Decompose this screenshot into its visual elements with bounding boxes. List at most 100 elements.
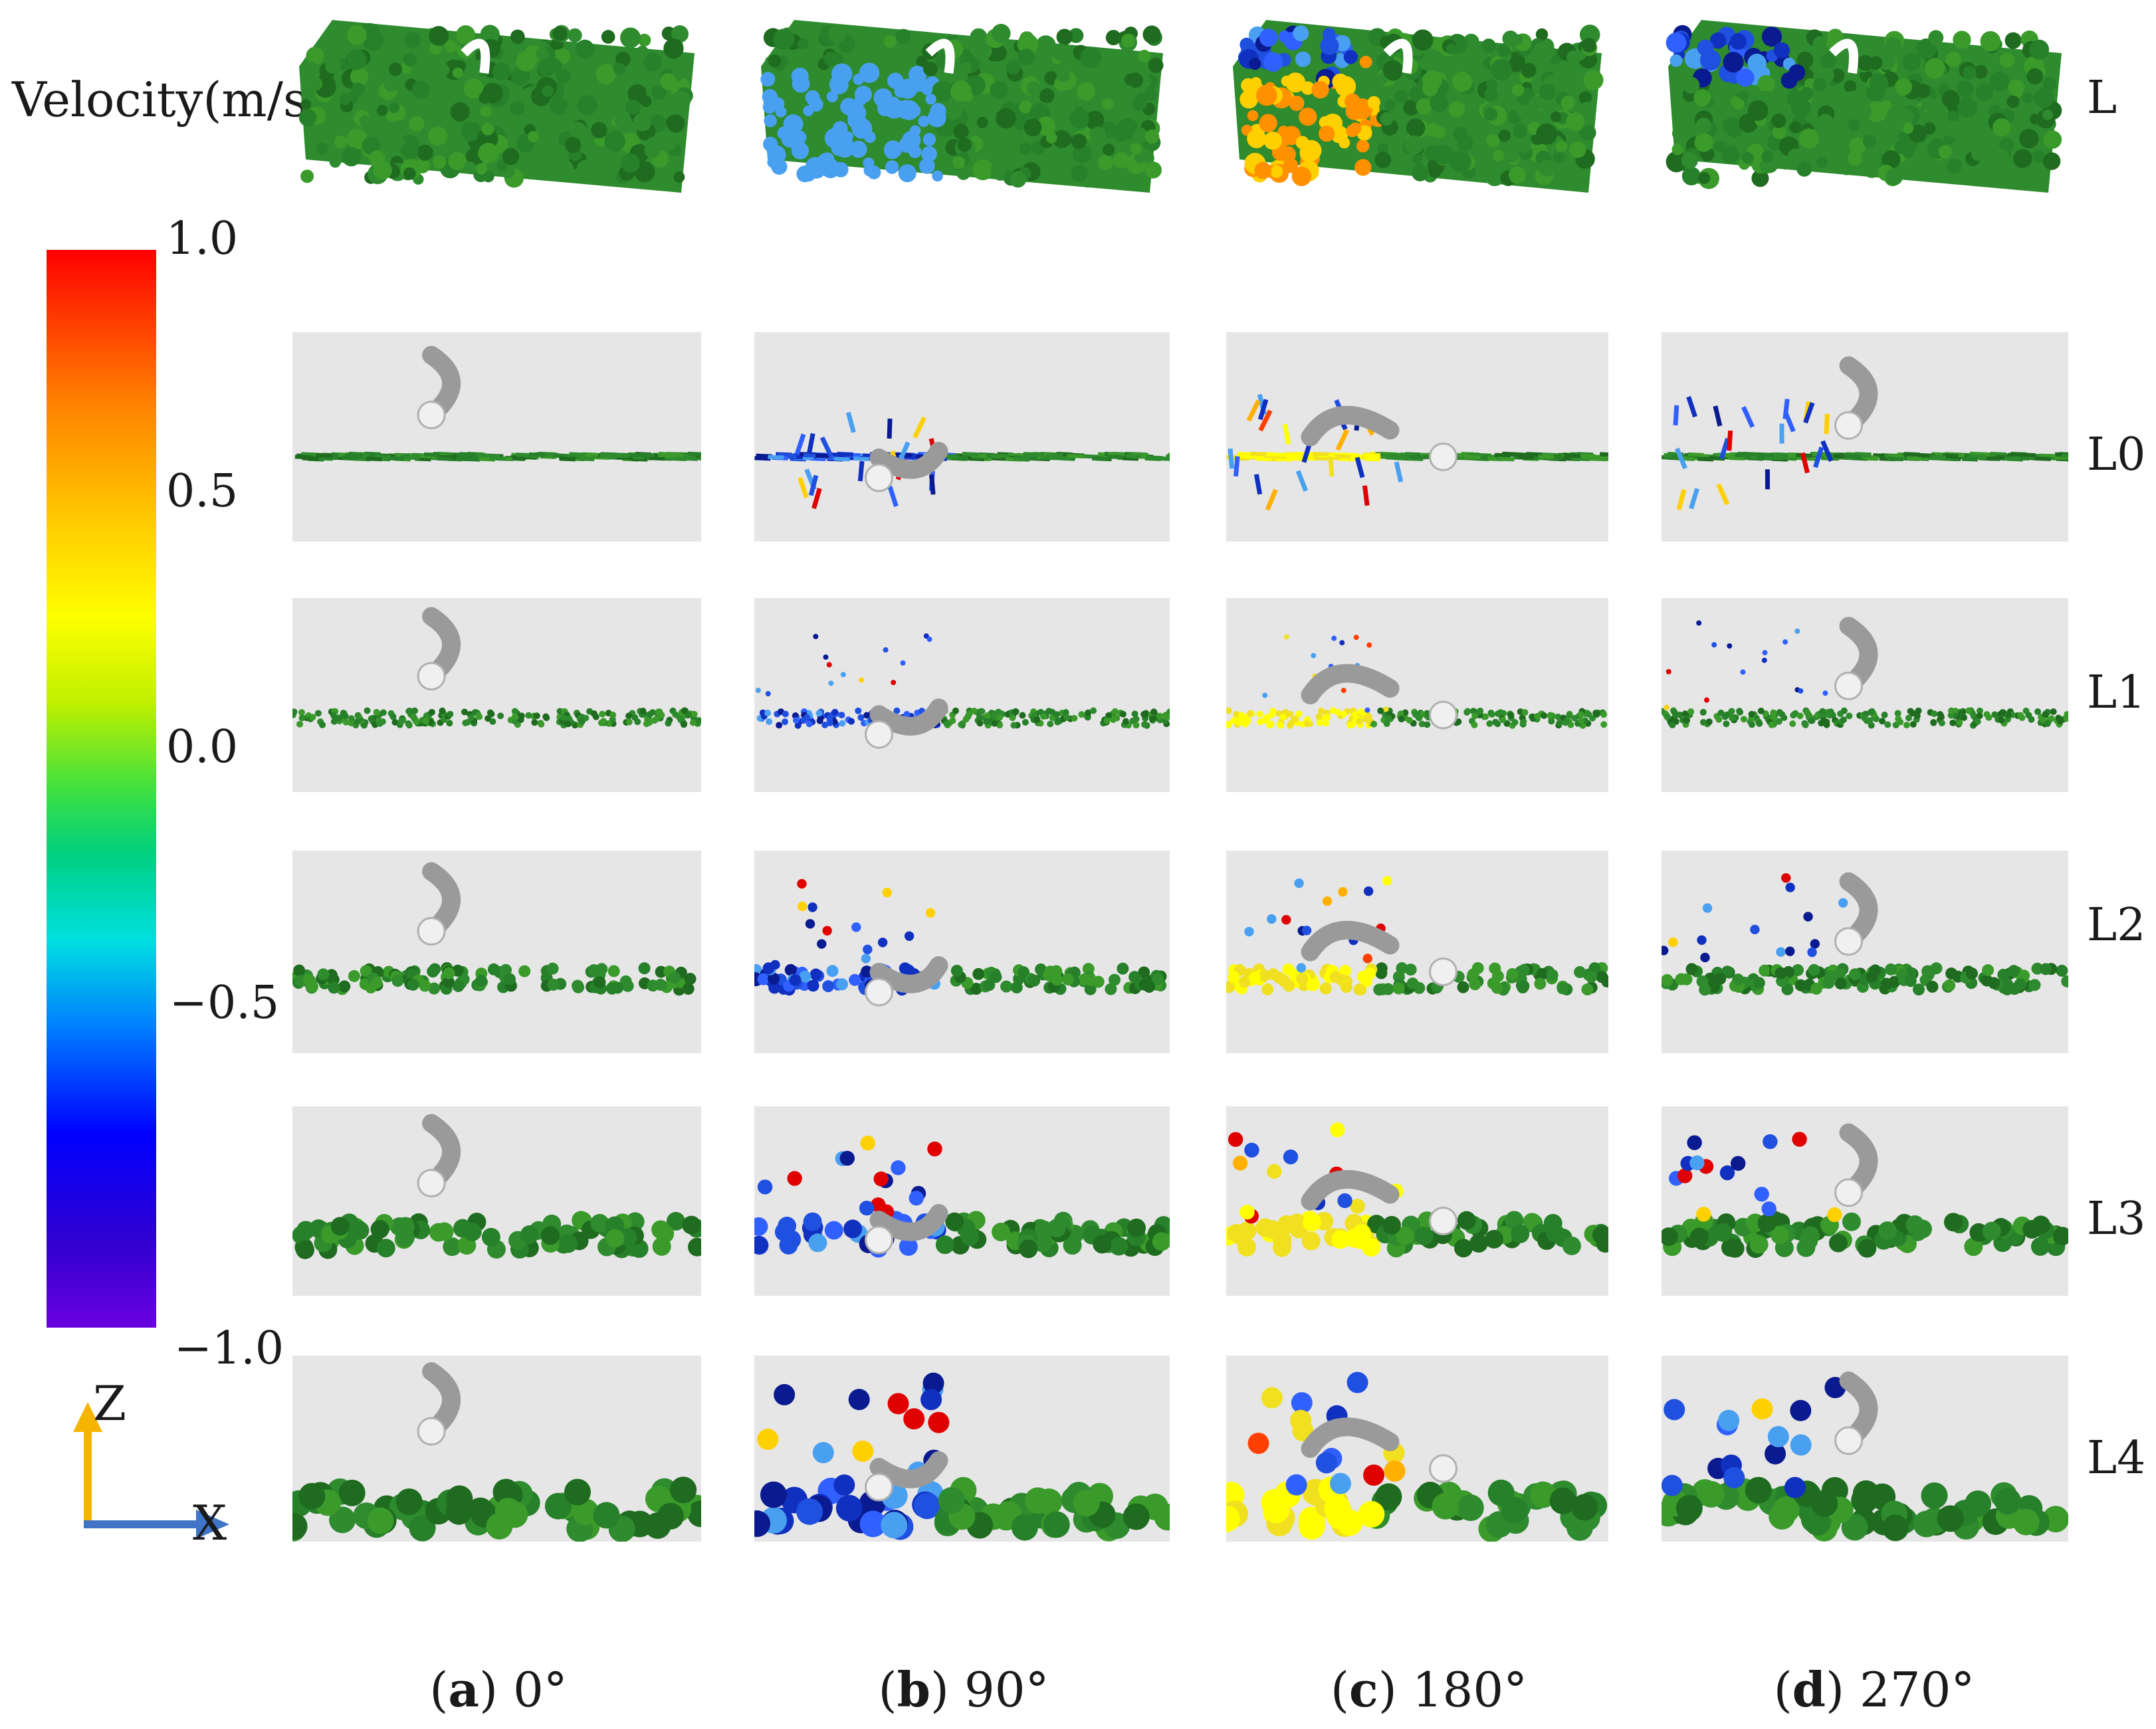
particle xyxy=(670,1476,697,1504)
particle xyxy=(1750,924,1760,935)
blade-hub xyxy=(865,463,893,492)
particle xyxy=(1486,134,1500,148)
particle xyxy=(1775,967,1787,979)
particle xyxy=(784,964,797,976)
particle xyxy=(1450,151,1471,173)
particle xyxy=(762,89,778,105)
particle xyxy=(376,104,388,116)
particle xyxy=(1756,720,1763,727)
blade-hub xyxy=(1834,1426,1864,1455)
particle xyxy=(1723,711,1731,718)
particle xyxy=(599,710,606,718)
particle xyxy=(945,102,963,120)
particle xyxy=(938,1486,965,1514)
particle xyxy=(450,102,470,122)
particle xyxy=(1051,973,1063,986)
particle xyxy=(684,973,697,985)
particle xyxy=(1283,157,1299,173)
particle xyxy=(1884,116,1904,136)
particle xyxy=(791,67,809,85)
particle xyxy=(1748,721,1755,728)
particle xyxy=(1785,882,1795,892)
particle xyxy=(577,95,597,116)
particle xyxy=(1299,107,1317,126)
particle xyxy=(1879,718,1886,725)
straw-particle xyxy=(1800,452,1810,474)
particle xyxy=(1670,54,1683,67)
particle xyxy=(1784,1476,1806,1498)
particle xyxy=(1039,88,1055,104)
particle xyxy=(1719,1165,1735,1181)
particle xyxy=(611,981,624,994)
particle xyxy=(849,973,861,986)
particle xyxy=(447,710,454,718)
particle xyxy=(1341,688,1347,694)
particle xyxy=(1043,1511,1070,1538)
particle xyxy=(2004,32,2022,49)
particle xyxy=(401,142,419,159)
particle xyxy=(1989,148,2009,168)
straw-particle xyxy=(1741,406,1755,428)
particle xyxy=(429,26,449,46)
particle xyxy=(1380,112,1394,126)
particle xyxy=(2013,149,2032,168)
particle xyxy=(599,718,607,725)
blade-shape xyxy=(869,1204,948,1241)
particle xyxy=(1498,130,1511,142)
particle xyxy=(1033,716,1041,724)
particle xyxy=(1367,96,1380,110)
particle xyxy=(1792,964,1804,976)
particle xyxy=(1406,717,1413,724)
straw-particle xyxy=(1228,448,1235,469)
particle xyxy=(527,131,539,143)
particle xyxy=(1267,968,1279,981)
particle-field xyxy=(1662,356,2068,510)
particle xyxy=(1047,720,1054,728)
particle xyxy=(1702,903,1713,913)
particle xyxy=(1324,714,1331,721)
particle-field xyxy=(1662,1123,2068,1259)
column-label-c: (c) 180° xyxy=(1330,1661,1528,1718)
particle xyxy=(1323,720,1330,727)
particle xyxy=(1533,41,1552,61)
particle xyxy=(1757,75,1776,93)
particle xyxy=(1416,98,1432,115)
panel-L-c xyxy=(1226,13,1608,206)
particle xyxy=(1263,52,1283,72)
particle xyxy=(487,963,500,975)
particle xyxy=(793,130,807,144)
particle xyxy=(930,102,946,120)
particle xyxy=(1830,68,1845,83)
particle xyxy=(1546,969,1559,981)
particle xyxy=(480,25,500,45)
particle xyxy=(1319,116,1332,129)
particle xyxy=(1916,84,1931,98)
particle xyxy=(903,710,911,718)
particle xyxy=(1593,710,1600,718)
particle xyxy=(1259,114,1277,133)
straw-particle xyxy=(778,453,794,458)
particle xyxy=(1689,1227,1709,1247)
particle xyxy=(1866,717,1874,724)
particle xyxy=(465,104,485,124)
particle xyxy=(1281,75,1293,87)
particle xyxy=(669,157,683,170)
particle xyxy=(1857,54,1874,71)
particle xyxy=(1144,88,1157,101)
particle xyxy=(1105,29,1121,46)
particle xyxy=(1717,709,1725,716)
particle xyxy=(601,30,615,44)
particle xyxy=(463,130,476,142)
particle xyxy=(525,712,532,719)
straw-particle xyxy=(808,474,819,496)
particle xyxy=(826,720,833,727)
particle xyxy=(1709,32,1727,49)
particle xyxy=(1943,1213,1963,1232)
particle xyxy=(1382,983,1394,995)
particle xyxy=(1963,66,1977,80)
particle xyxy=(1255,1218,1275,1237)
particle-field xyxy=(1662,1372,2068,1542)
particle xyxy=(809,97,823,112)
particle xyxy=(2043,130,2062,149)
straw-particle xyxy=(1803,402,1815,424)
